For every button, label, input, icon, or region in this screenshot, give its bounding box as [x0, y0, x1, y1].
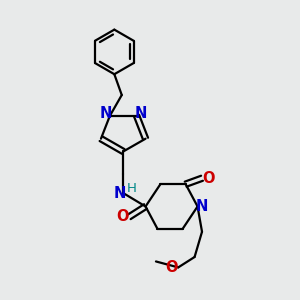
Text: N: N: [100, 106, 112, 121]
Text: N: N: [196, 199, 208, 214]
Text: H: H: [127, 182, 137, 195]
Text: N: N: [134, 106, 147, 121]
Text: O: O: [116, 209, 129, 224]
Text: O: O: [165, 260, 178, 275]
Text: N: N: [113, 186, 126, 201]
Text: O: O: [202, 171, 215, 186]
